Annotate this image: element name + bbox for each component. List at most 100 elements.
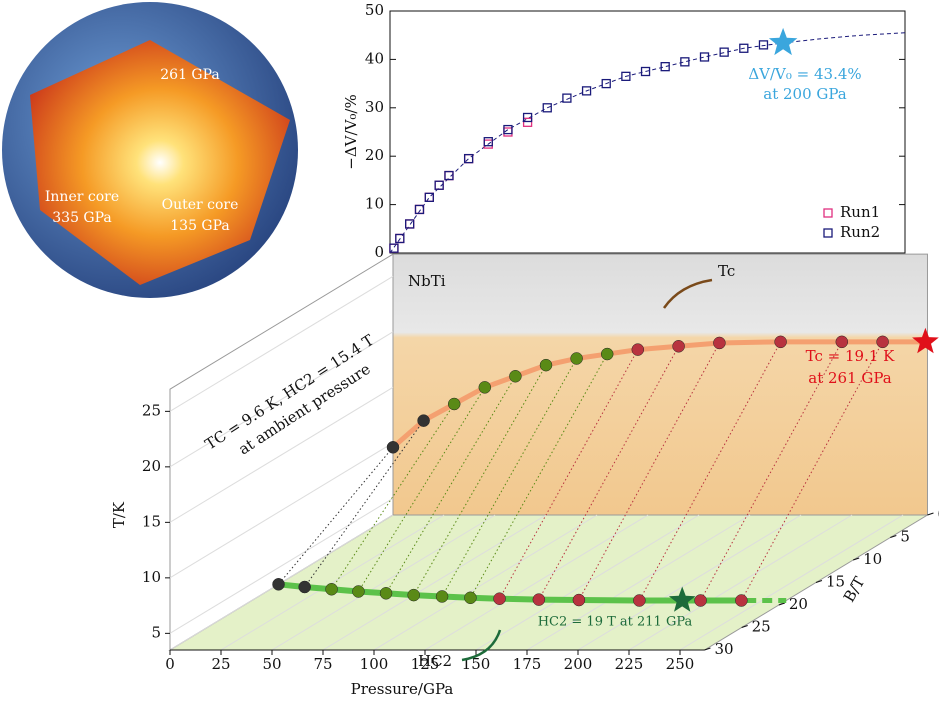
marker [389,243,399,253]
marker [699,52,710,62]
tc-point [509,370,522,383]
sweep-line [578,342,720,601]
marker [463,153,474,164]
z-tick-label: 25 [752,618,771,636]
sweep-line [538,346,680,600]
marker [522,112,533,123]
sweep-line [441,358,578,597]
x-tick-label: 125 [411,655,440,673]
hc2-point [272,578,285,591]
z-tick-label: 20 [789,595,808,613]
y-tick-label: 10 [365,195,384,213]
tc-arrow [662,278,713,309]
marker [739,43,749,53]
hc2-point [464,591,477,605]
tc-point [672,340,685,353]
z-tick-label: 30 [714,640,733,658]
hc2-point [407,588,420,602]
hc2-point [325,583,338,596]
x-tick-label: 100 [360,655,389,673]
marker [503,124,513,135]
z-tick-label: 0 [937,505,939,523]
x-tick-label: 25 [211,655,230,673]
sweep-line [700,341,843,601]
hc2-point [633,594,646,607]
y-tick-label: 20 [142,457,161,475]
tc-point [631,343,645,356]
grid-line [526,514,751,651]
marker [424,192,434,202]
earth-label: 261 GPa [160,67,220,83]
marker [405,219,415,229]
grid-line [169,497,394,634]
grid-line [169,331,394,468]
marker [434,180,444,190]
highlight-star [768,27,798,56]
y-tick-label: 30 [365,98,384,116]
z-tick [927,512,934,516]
z-tick [778,602,785,606]
tc-label: Tc [718,262,735,280]
marker [522,117,533,127]
marker [444,170,454,181]
hc2-annotation: HC2 = 19 T at 211 GPa [538,615,693,630]
tc-point [417,414,430,427]
tc-point [600,347,614,361]
hc2-arrow [461,629,502,662]
sweep-line [413,364,547,596]
tc-annotation: at 261 GPa [808,369,892,387]
grid-line [271,514,496,651]
marker [621,71,631,81]
ambient-annotation: TC = 9.6 K, HC2 = 15.4 T [202,331,377,454]
y-tick-label: 25 [142,401,161,419]
earth-label: Inner core [45,189,119,205]
x-tick-label: 0 [165,655,175,673]
grid-line [424,514,649,651]
tc-point [835,335,849,349]
x-axis-label: Pressure/GPa [351,680,454,698]
tc-point [386,441,400,454]
earth: 261 GPa Inner core 335 GPa Outer core 13… [2,2,298,298]
grid-line [169,442,394,579]
marker [719,47,729,57]
y-axis-label: −ΔV/V₀/% [342,94,360,169]
tc-point [713,336,726,350]
tc-annotation: Tc = 19.1 K [806,347,896,365]
hc2-point [694,594,707,607]
x-tick-label: 150 [462,655,491,673]
y-tick-label: 5 [151,623,161,641]
earth-label: 335 GPa [52,210,112,226]
marker [562,93,572,103]
earth-label: Outer core [162,197,239,213]
y-tick-label: 50 [365,1,384,19]
marker [680,57,690,67]
marker [601,78,611,89]
grid-line [220,514,445,651]
grid-line [577,514,802,651]
hc2-label: HC2 [418,652,452,670]
sweep-line [278,446,394,585]
x-tick-label: 50 [262,655,281,673]
z-tick [890,535,897,538]
z-tick [704,647,711,651]
grid-line [475,514,700,651]
z-tick [852,557,860,561]
y-tick-label: 40 [365,49,384,67]
z-tick-label: 10 [863,550,882,568]
sweep-line [499,349,639,599]
z-tick-label: 15 [826,573,845,591]
marker [640,66,651,77]
core-cutaway [30,40,290,285]
marker [660,62,670,72]
grid-line [169,275,394,412]
sweep-line [469,353,608,599]
tc-point [478,381,492,394]
hc2-point [352,585,365,598]
x-tick-label: 175 [513,655,542,673]
x-tick-label: 200 [564,655,593,673]
tc-point [876,335,889,349]
tc-point [447,397,461,411]
y-tick-label: 0 [374,243,384,261]
grid-line [322,514,547,651]
